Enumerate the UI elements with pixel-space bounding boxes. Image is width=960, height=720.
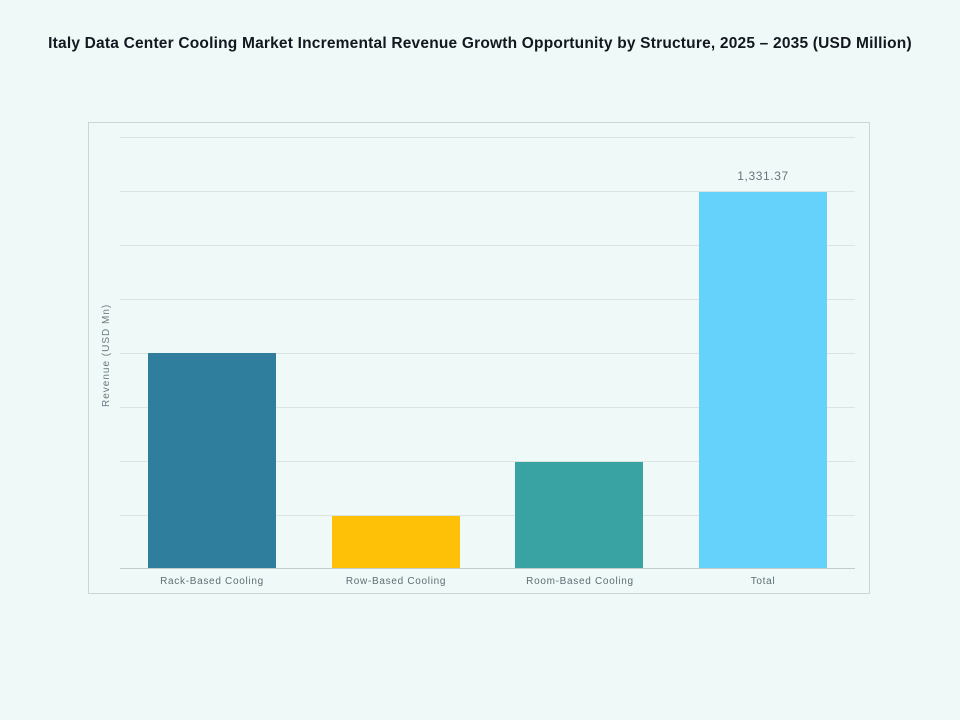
bar-room-based-cooling [515,462,643,568]
gridline [120,353,855,354]
x-axis-line [120,568,855,569]
gridline [120,461,855,462]
x-axis-label-room-based-cooling: Room-Based Cooling [526,576,634,587]
gridline [120,407,855,408]
gridline [120,245,855,246]
x-axis-label-row-based-cooling: Row-Based Cooling [345,576,447,587]
bar-rack-based-cooling [148,353,276,568]
bar-total [699,192,827,568]
x-axis-label-total: Total [750,576,776,587]
chart-panel [88,122,870,594]
chart-title: Italy Data Center Cooling Market Increme… [48,35,912,52]
bar-value-label-total: 1,331.37 [737,169,789,183]
gridline [120,515,855,516]
gridline [120,191,855,192]
gridline [120,137,855,138]
gridline [120,299,855,300]
x-axis-label-rack-based-cooling: Rack-Based Cooling [160,576,264,587]
bar-row-based-cooling [332,516,460,568]
y-axis-label: Revenue (USD Mn) [101,303,112,407]
